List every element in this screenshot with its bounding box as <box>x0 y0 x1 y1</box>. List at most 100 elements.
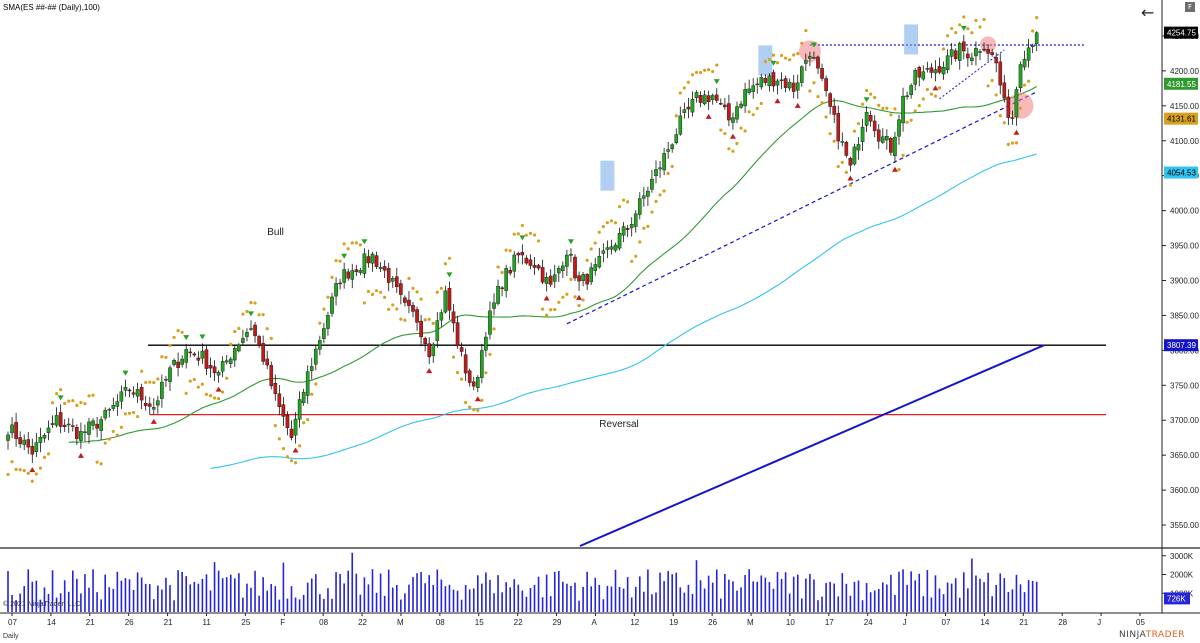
candle <box>95 416 99 438</box>
sar-dot <box>281 446 285 451</box>
sar-dot <box>796 52 800 56</box>
sar-dot <box>751 113 755 117</box>
candle <box>966 47 970 67</box>
candle-body <box>957 43 962 61</box>
candle-body <box>257 336 261 346</box>
sar-dot <box>188 379 192 383</box>
swing-low-marker <box>474 396 481 402</box>
time-tick-label: 21 <box>1019 618 1028 627</box>
sar-dot <box>237 326 241 331</box>
sar-dot <box>804 28 808 33</box>
sar-dot <box>439 286 443 290</box>
candle-body <box>127 389 132 392</box>
sar-dot <box>22 468 26 473</box>
price-tick-label: 3950.00 <box>1170 242 1199 251</box>
candle <box>597 247 602 269</box>
candle-body <box>929 67 934 73</box>
sar-dot <box>75 403 79 408</box>
candle <box>390 275 395 288</box>
candle-body <box>431 343 436 356</box>
candle-body <box>836 113 841 142</box>
candle-body <box>621 226 626 236</box>
candle-body <box>638 198 642 215</box>
sar-dot <box>277 437 281 441</box>
sar-dot <box>921 97 925 101</box>
candle-body <box>921 71 926 80</box>
candle <box>658 160 662 178</box>
sar-dot <box>634 254 638 258</box>
price-tick-label: 3850.00 <box>1170 311 1199 320</box>
sar-dot <box>982 17 986 22</box>
candle <box>783 75 788 93</box>
menu-icon[interactable]: F <box>1185 2 1195 12</box>
candle <box>573 254 577 281</box>
candle-body <box>544 277 549 284</box>
candle-body <box>901 95 905 124</box>
candle <box>540 259 545 285</box>
sar-dot <box>492 327 496 331</box>
swing-high-marker <box>446 272 453 278</box>
candle-body <box>1002 82 1007 99</box>
back-arrow-icon[interactable]: ← <box>1141 3 1155 22</box>
candle-body <box>662 153 666 171</box>
candle-body <box>552 274 557 282</box>
candle <box>79 422 83 449</box>
candle <box>557 265 561 282</box>
candle-body <box>301 391 306 403</box>
sar-dot <box>423 318 427 322</box>
candle-body <box>42 435 47 439</box>
candle-body <box>378 266 383 270</box>
candle-body <box>135 389 140 397</box>
price-labels: 4254.75 4181.55 4131.61 4054.53 3807.39 <box>1164 26 1198 352</box>
sar-dot <box>91 393 95 397</box>
candle-body <box>723 104 727 108</box>
candle <box>840 132 845 147</box>
candle <box>273 374 278 401</box>
candle <box>1010 110 1015 125</box>
candle <box>10 417 14 439</box>
sar-dot <box>196 385 200 389</box>
candle-body <box>666 149 670 152</box>
candle <box>160 374 164 408</box>
sar-dot <box>164 355 168 359</box>
candle-body <box>735 106 739 120</box>
sar-dot <box>245 309 249 314</box>
candle-body <box>147 403 152 407</box>
candle <box>974 41 978 66</box>
candle <box>269 361 274 390</box>
candle-body <box>415 309 419 323</box>
swing-high-marker <box>199 334 206 340</box>
candles <box>6 31 1039 464</box>
candle-body <box>771 72 776 87</box>
sar-dot <box>678 91 682 95</box>
sar-dot <box>719 128 723 132</box>
candle <box>731 112 735 130</box>
candle <box>127 388 132 398</box>
volume-last-bg <box>1164 592 1190 605</box>
time-tick-label: 26 <box>708 618 717 627</box>
sar-dot <box>46 452 51 456</box>
sar-dot <box>253 301 257 305</box>
candle-body <box>58 412 63 427</box>
sar-dot <box>536 239 541 243</box>
candle <box>350 263 355 289</box>
candle <box>54 407 59 428</box>
sar-dot <box>852 129 857 133</box>
swing-low-marker <box>215 386 222 392</box>
candle-body <box>565 254 569 267</box>
candle-body <box>172 360 176 365</box>
sar-dot <box>715 63 719 67</box>
candle <box>727 94 731 127</box>
price-label-bg <box>1164 166 1198 179</box>
candle-body <box>727 103 731 121</box>
candle-body <box>293 418 298 436</box>
price-tick-label: 3600.00 <box>1170 486 1199 495</box>
swing-low-marker <box>29 467 36 473</box>
candle <box>808 51 812 67</box>
candle-body <box>577 275 581 282</box>
candle-body <box>872 120 877 132</box>
candle-body <box>800 66 804 83</box>
candle-body <box>447 288 452 311</box>
candle <box>581 271 585 287</box>
